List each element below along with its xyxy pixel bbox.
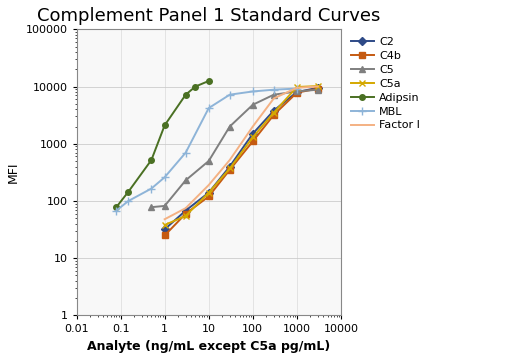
C4b: [227, 168, 233, 172]
C4b: [250, 139, 256, 144]
C2: [271, 108, 277, 113]
MBL: [125, 199, 132, 203]
C5: [182, 178, 189, 183]
C5: [206, 159, 212, 163]
Y-axis label: MFI: MFI: [7, 162, 20, 183]
MBL: [161, 175, 168, 179]
Adipsin: [192, 84, 198, 89]
C5a: [161, 223, 168, 227]
C4b: [182, 212, 189, 216]
C5a: [271, 111, 277, 115]
C5a: [250, 135, 256, 139]
MBL: [182, 150, 189, 155]
Factor I: [294, 86, 300, 90]
C5: [271, 93, 277, 97]
Adipsin: [149, 158, 155, 162]
C5: [227, 124, 233, 129]
Legend: C2, C4b, C5, C5a, Adipsin, MBL, Factor I: C2, C4b, C5, C5a, Adipsin, MBL, Factor I: [349, 35, 422, 132]
MBL: [113, 208, 119, 213]
C5a: [227, 166, 233, 171]
MBL: [271, 87, 277, 92]
C2: [315, 86, 321, 90]
C5: [149, 205, 155, 209]
Adipsin: [125, 190, 132, 194]
Adipsin: [206, 79, 212, 83]
MBL: [294, 86, 300, 91]
C4b: [271, 113, 277, 117]
Factor I: [182, 206, 189, 210]
MBL: [206, 106, 212, 110]
C2: [206, 190, 212, 195]
C2: [250, 131, 256, 136]
C4b: [294, 90, 300, 95]
C5a: [315, 84, 321, 88]
C4b: [206, 194, 212, 199]
Title: Complement Panel 1 Standard Curves: Complement Panel 1 Standard Curves: [37, 7, 380, 25]
C2: [182, 208, 189, 213]
Line: C5: C5: [148, 86, 321, 211]
Line: C5a: C5a: [161, 82, 321, 229]
X-axis label: Analyte (ng/mL except C5a pg/mL): Analyte (ng/mL except C5a pg/mL): [87, 340, 331, 353]
Adipsin: [182, 93, 189, 97]
C2: [227, 165, 233, 169]
C5: [315, 87, 321, 92]
MBL: [149, 186, 155, 191]
C2: [294, 90, 300, 94]
C5a: [294, 85, 300, 89]
Adipsin: [113, 205, 119, 209]
Line: MBL: MBL: [112, 85, 301, 215]
Line: C2: C2: [162, 85, 321, 232]
C5: [294, 89, 300, 94]
C5a: [182, 214, 189, 218]
Factor I: [161, 217, 168, 221]
Line: C4b: C4b: [162, 86, 321, 238]
Line: Factor I: Factor I: [164, 86, 318, 219]
Factor I: [271, 96, 277, 100]
Factor I: [206, 183, 212, 187]
Line: Adipsin: Adipsin: [114, 78, 211, 210]
C4b: [161, 233, 168, 238]
Factor I: [315, 84, 321, 89]
MBL: [250, 89, 256, 94]
C5a: [206, 190, 212, 195]
C5: [250, 103, 256, 107]
C4b: [315, 86, 321, 91]
C5: [161, 204, 168, 208]
C2: [161, 227, 168, 231]
Factor I: [227, 158, 233, 162]
Factor I: [250, 124, 256, 129]
MBL: [227, 93, 233, 97]
Adipsin: [161, 123, 168, 127]
